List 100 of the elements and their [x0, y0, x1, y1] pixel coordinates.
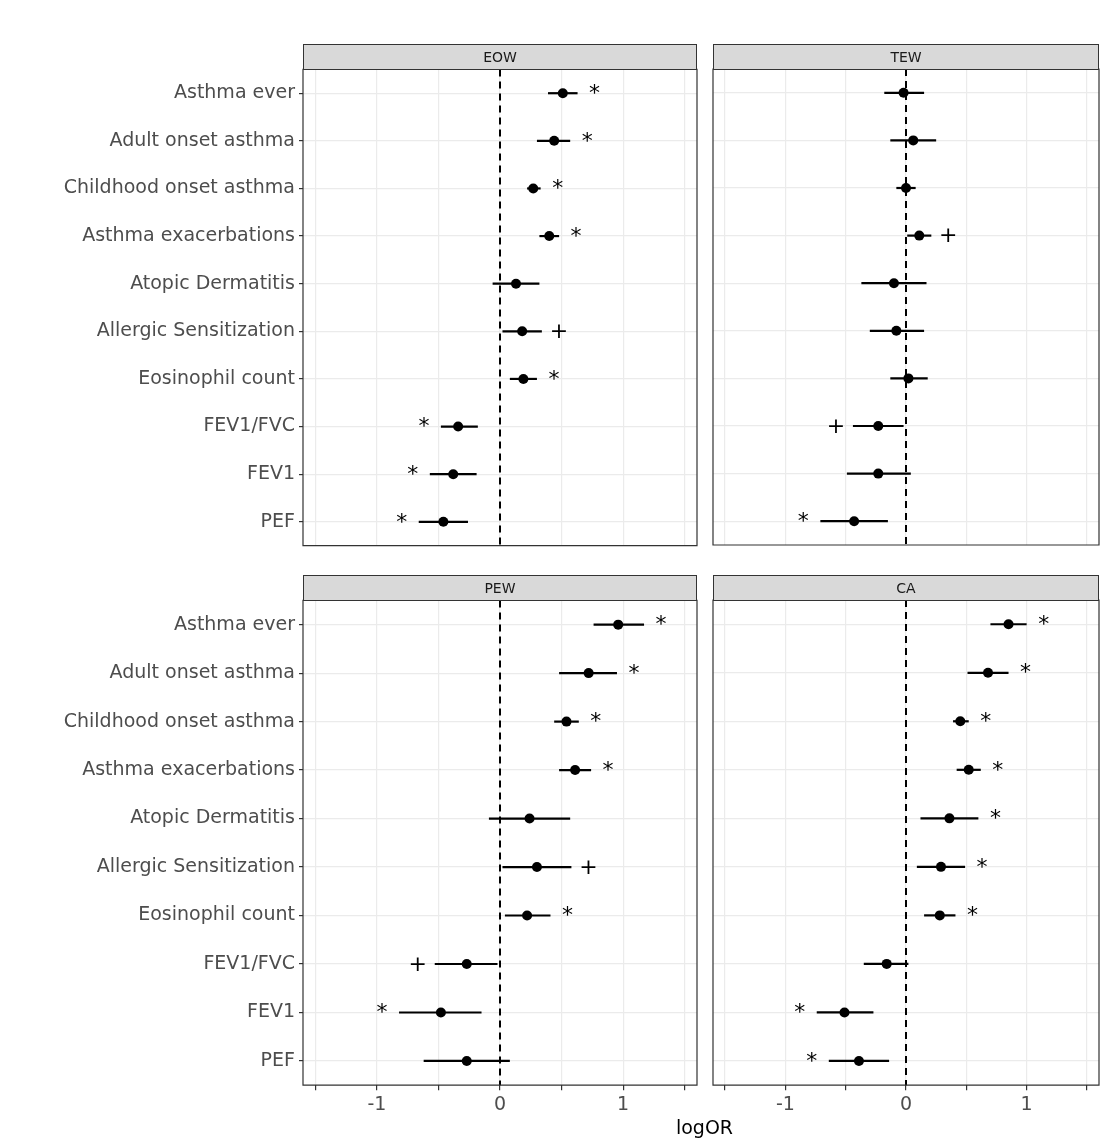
chart-title: CA: [713, 575, 1099, 601]
y-tick-label: FEV1/FVC: [203, 950, 295, 973]
point: [903, 373, 914, 384]
point: [549, 135, 560, 146]
y-tick-label: FEV1/FVC: [203, 413, 295, 436]
x-axis-title: logOR: [674, 1116, 735, 1138]
data-label: *: [797, 507, 809, 533]
chart-title: TEW: [713, 44, 1099, 70]
y-tick-label: Asthma exacerbations: [82, 222, 295, 245]
point: [891, 325, 902, 336]
y-tick-label: Atopic Dermatitis: [130, 805, 295, 828]
point: [528, 183, 539, 194]
data-label: *: [570, 222, 582, 248]
point: [898, 87, 909, 98]
data-label: *: [418, 412, 430, 438]
y-tick-label: Adult onset asthma: [109, 127, 295, 150]
data-label: *: [980, 708, 992, 734]
chart-title: PEW: [303, 575, 697, 601]
point: [461, 958, 472, 969]
data-label: *: [602, 756, 614, 782]
point: [944, 813, 955, 824]
point: [901, 183, 911, 193]
point: [955, 716, 966, 727]
point: [517, 325, 528, 336]
point: [561, 716, 572, 727]
point: [557, 87, 568, 98]
point: [435, 1007, 446, 1018]
x-tick-label: 0: [899, 1091, 913, 1114]
point: [518, 373, 529, 384]
data-label: *: [548, 365, 560, 391]
data-label: *: [396, 508, 408, 534]
data-label: +: [579, 853, 598, 879]
data-label: *: [561, 901, 573, 927]
y-tick-label: Asthma ever: [173, 79, 296, 102]
data-label: *: [581, 127, 593, 153]
point: [934, 910, 945, 921]
point: [908, 135, 919, 146]
y-tick-label: Eosinophil count: [138, 902, 295, 925]
x-tick-label: 1: [617, 1091, 630, 1114]
y-tick-label: Atopic Dermatitis: [130, 270, 295, 293]
y-tick-label: FEV1: [246, 460, 295, 483]
point: [461, 1055, 472, 1066]
point: [888, 278, 899, 289]
point: [839, 1007, 850, 1018]
y-tick-label: FEV1: [246, 999, 295, 1022]
data-label: +: [939, 222, 958, 248]
point: [963, 764, 974, 775]
point: [914, 230, 925, 241]
y-tick-label: Adult onset asthma: [109, 659, 295, 682]
y-tick-label: Eosinophil count: [138, 365, 295, 388]
point: [873, 421, 884, 431]
point: [453, 421, 464, 432]
point: [570, 764, 581, 775]
data-label: *: [992, 756, 1004, 782]
point: [438, 516, 449, 527]
y-tick-label: Childhood onset asthma: [63, 708, 295, 731]
point: [524, 813, 535, 824]
x-tick-label: -1: [775, 1091, 795, 1114]
y-tick-label: Asthma ever: [173, 611, 296, 634]
point: [448, 468, 459, 479]
data-label: *: [628, 659, 640, 685]
point: [544, 230, 555, 241]
data-label: *: [1020, 659, 1032, 685]
data-label: +: [408, 950, 427, 976]
data-label: +: [549, 317, 569, 343]
y-tick-label: Allergic Sensitization: [96, 853, 295, 876]
point: [531, 861, 542, 872]
data-label: *: [1038, 610, 1050, 636]
point: [522, 910, 533, 921]
data-label: *: [806, 1047, 818, 1073]
y-tick-label: PEF: [260, 508, 295, 531]
y-tick-label: Asthma exacerbations: [82, 756, 295, 779]
data-label: *: [590, 707, 602, 733]
point: [853, 1055, 864, 1066]
point: [613, 619, 624, 630]
point: [873, 468, 884, 479]
data-label: *: [407, 460, 419, 486]
point: [983, 667, 994, 678]
chart-title: EOW: [303, 44, 697, 70]
point: [511, 278, 522, 289]
data-label: *: [655, 610, 667, 636]
data-label: *: [989, 805, 1001, 831]
x-tick-label: 0: [493, 1091, 507, 1114]
point: [935, 861, 946, 872]
data-label: *: [589, 79, 601, 105]
x-tick-label: -1: [367, 1091, 387, 1114]
x-tick-label: 1: [1020, 1091, 1033, 1114]
point: [849, 516, 860, 527]
y-tick-label: Childhood onset asthma: [63, 174, 295, 197]
data-label: *: [552, 174, 564, 200]
data-label: *: [794, 999, 806, 1025]
y-tick-label: PEF: [260, 1047, 295, 1070]
point: [881, 958, 892, 969]
y-tick-label: Allergic Sensitization: [96, 317, 295, 340]
data-label: *: [966, 902, 978, 928]
data-label: *: [976, 853, 988, 879]
data-label: +: [826, 412, 846, 438]
data-label: *: [376, 998, 388, 1024]
point: [583, 667, 594, 678]
point: [1003, 619, 1014, 630]
